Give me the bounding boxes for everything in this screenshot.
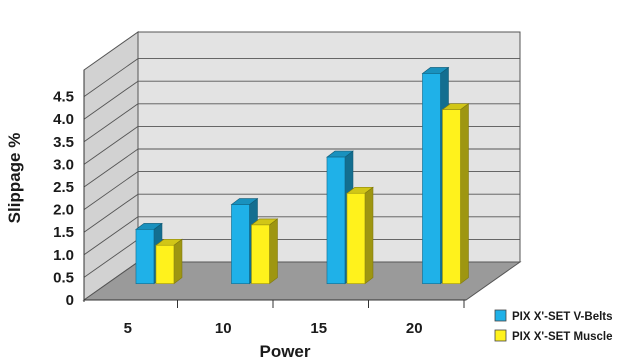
bar-muscle-10: [250, 218, 279, 285]
y-tick-label: 3.5: [53, 134, 74, 151]
legend-swatch: [494, 329, 507, 342]
side-gridline: [83, 193, 139, 233]
x-axis-title: Power: [259, 342, 310, 360]
bar-side-face: [173, 238, 183, 285]
y-tick-label: 1.0: [53, 247, 74, 264]
y-tick-label: 1.5: [53, 224, 74, 241]
y-tick-label: 4.5: [53, 89, 74, 106]
x-tick-label: 15: [310, 320, 327, 337]
side-gridline: [83, 80, 139, 120]
y-tick-label: 0: [66, 292, 74, 309]
side-gridline: [83, 239, 139, 278]
bar-muscle-20: [441, 103, 470, 285]
y-tick-label: 4.0: [53, 111, 74, 128]
bar-front-face: [155, 244, 175, 284]
bar-front-face: [442, 109, 461, 284]
bar-front-face: [135, 229, 155, 284]
bar-front-face: [422, 73, 441, 284]
bar-side-face: [460, 103, 469, 285]
x-tick-label: 20: [406, 320, 423, 337]
bars: [135, 66, 470, 285]
bar-muscle-15: [346, 186, 374, 285]
x-tick-label: 10: [215, 320, 232, 337]
bar-front-face: [231, 204, 250, 284]
y-tick-label: 3.0: [53, 156, 74, 173]
legend: PIX X'-SET V-Belts PIX X'-SET Muscle: [494, 309, 613, 343]
side-gridline: [83, 103, 139, 143]
side-gridline: [83, 126, 139, 165]
left-wall: [83, 31, 139, 301]
bar-muscle-5: [155, 238, 183, 285]
side-gridline: [83, 148, 139, 188]
side-gridline: [83, 58, 139, 97]
legend-label: PIX X'-SET V-Belts: [512, 311, 613, 323]
legend-swatch: [494, 309, 507, 322]
side-gridline: [83, 216, 139, 256]
y-tick-label: 2.5: [53, 179, 74, 196]
bar-front-face: [326, 156, 346, 284]
y-tick-label: 2.0: [53, 202, 74, 219]
bar-front-face: [251, 224, 270, 284]
x-tick-labels: 5 10 15 20: [124, 300, 465, 337]
bar-front-face: [346, 192, 366, 284]
bar-side-face: [269, 218, 278, 285]
legend-label: PIX X'-SET Muscle: [512, 331, 613, 343]
y-tick-labels: 0 0.5 1.0 1.5 2.0 2.5 3.0 3.5 4.0 4.5: [53, 89, 74, 309]
y-tick-label: 0.5: [53, 269, 74, 286]
bar-side-face: [364, 186, 374, 285]
y-axis-title: Slippage %: [5, 133, 24, 224]
side-gridline: [83, 171, 139, 210]
axes: [83, 70, 466, 302]
x-tick-label: 5: [124, 320, 132, 337]
